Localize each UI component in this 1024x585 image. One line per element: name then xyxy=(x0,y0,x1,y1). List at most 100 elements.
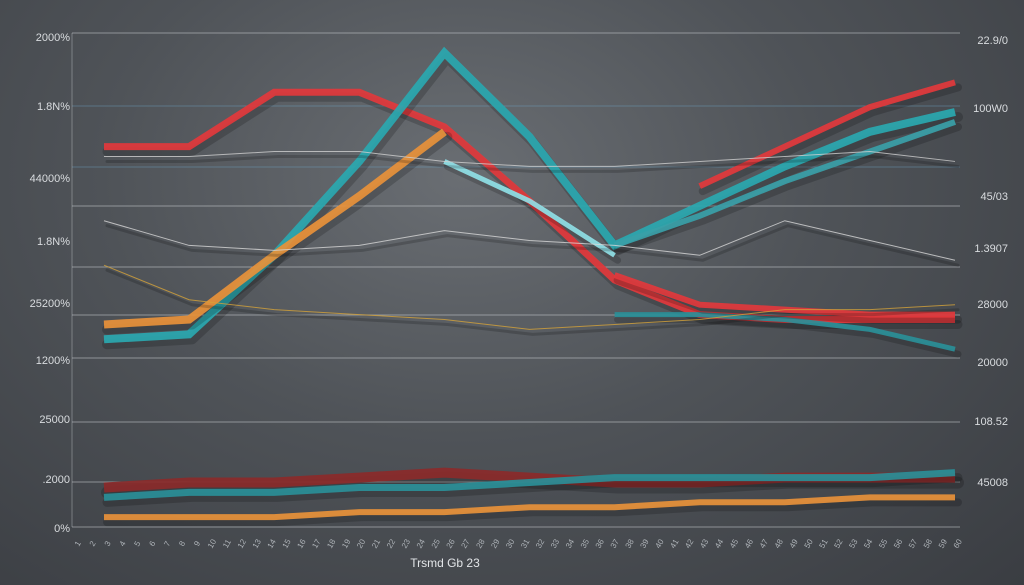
x-tick-label: 41 xyxy=(668,537,681,550)
y-right-tick-label: 1.3907 xyxy=(974,243,1008,255)
series-line-8 xyxy=(613,119,956,249)
y-left-tick-label: 1.8N% xyxy=(37,101,70,113)
x-axis: 1 2 3 4 5 6 7 8 9 10 11 12 13 14 15 16 17 18 19 20 21 22 23 24 2… xyxy=(73,537,964,550)
series-line-6 xyxy=(614,312,956,352)
x-tick-label: 34 xyxy=(564,537,577,550)
series-shadow xyxy=(102,131,453,335)
series-line-9 xyxy=(103,220,956,261)
x-tick-label: 19 xyxy=(340,537,353,550)
x-tick-label: 42 xyxy=(683,537,696,550)
x-tick-label: 11 xyxy=(221,537,233,549)
x-tick-label: 57 xyxy=(907,537,920,550)
y-right-tick-label: 45/03 xyxy=(980,191,1008,203)
x-tick-label: 12 xyxy=(236,537,249,550)
x-tick-label: 2 xyxy=(88,539,98,548)
x-tick-label: 52 xyxy=(832,537,845,550)
x-tick-label: 25 xyxy=(430,537,443,550)
y-left-tick-label: .2000 xyxy=(42,474,70,486)
x-axis-label: Trsmd Gb 23 xyxy=(410,556,480,570)
x-tick-label: 15 xyxy=(281,537,294,550)
y-right-tick-label: 20000 xyxy=(977,357,1008,369)
x-tick-label: 56 xyxy=(892,537,905,550)
x-tick-label: 45 xyxy=(728,537,741,550)
x-tick-label: 35 xyxy=(579,537,592,550)
y-axis-left: 2000% 1.8N% 44000% 1.8N% 25200% 1200% 25000 .20… xyxy=(30,32,71,535)
x-tick-label: 55 xyxy=(877,537,890,550)
x-tick-label: 13 xyxy=(251,537,264,550)
x-tick-label: 6 xyxy=(147,539,157,548)
x-tick-label: 9 xyxy=(192,539,202,548)
x-tick-label: 10 xyxy=(206,537,219,550)
y-left-tick-label: 2000% xyxy=(36,32,70,44)
y-left-tick-label: 25000 xyxy=(39,414,70,426)
x-tick-label: 39 xyxy=(638,537,651,550)
series-line-11 xyxy=(103,264,956,330)
y-right-tick-label: 108.52 xyxy=(974,416,1008,428)
series-shadow xyxy=(613,122,962,255)
x-tick-label: 49 xyxy=(788,537,801,550)
y-right-tick-label: 28000 xyxy=(977,299,1008,311)
y-left-tick-label: 44000% xyxy=(30,173,71,185)
gridlines xyxy=(71,32,960,528)
x-tick-label: 7 xyxy=(162,539,172,548)
series-shadow xyxy=(613,276,962,324)
x-tick-label: 20 xyxy=(355,537,368,550)
x-tick-label: 5 xyxy=(132,539,142,548)
x-tick-label: 26 xyxy=(445,537,458,550)
x-tick-label: 18 xyxy=(325,537,338,550)
x-tick-label: 14 xyxy=(266,537,279,550)
x-tick-label: 51 xyxy=(817,537,830,550)
x-tick-label: 8 xyxy=(177,539,187,548)
series-line-3 xyxy=(103,128,447,329)
x-tick-label: 47 xyxy=(758,537,771,550)
x-tick-label: 59 xyxy=(937,537,950,550)
series-shadow xyxy=(102,473,963,507)
x-tick-label: 58 xyxy=(922,537,935,550)
series-line-13 xyxy=(103,469,956,501)
series-line-5 xyxy=(698,79,956,189)
y-left-tick-label: 0% xyxy=(54,523,70,535)
x-tick-label: 43 xyxy=(698,537,711,550)
x-tick-label: 16 xyxy=(295,537,308,550)
x-tick-label: 28 xyxy=(474,537,487,550)
x-tick-label: 54 xyxy=(862,537,875,550)
x-tick-label: 3 xyxy=(103,539,113,548)
series-shadow xyxy=(105,224,960,267)
x-tick-label: 17 xyxy=(310,537,323,550)
x-tick-label: 4 xyxy=(118,539,128,548)
x-tick-label: 29 xyxy=(489,537,502,550)
x-tick-label: 40 xyxy=(653,537,666,550)
series-shadow xyxy=(105,155,960,173)
y-axis-right: 22.9/0 100W0 45/03 1.3907 28000 20000 108.52 45… xyxy=(973,35,1008,489)
series-line-10 xyxy=(104,151,956,167)
series-shadow xyxy=(103,498,962,527)
series-shadow xyxy=(443,162,622,264)
x-tick-label: 44 xyxy=(713,537,726,550)
y-left-tick-label: 1200% xyxy=(36,355,70,367)
x-tick-label: 1 xyxy=(73,539,83,548)
x-tick-label: 37 xyxy=(609,537,622,550)
y-right-tick-label: 100W0 xyxy=(973,103,1008,115)
series-shadow xyxy=(614,316,962,358)
x-tick-label: 30 xyxy=(504,537,517,550)
series-line-14 xyxy=(104,494,955,521)
series-shadow xyxy=(105,268,960,336)
x-tick-label: 36 xyxy=(594,537,607,550)
x-tick-label: 33 xyxy=(549,537,562,550)
x-tick-label: 50 xyxy=(803,537,816,550)
x-tick-label: 22 xyxy=(385,537,398,550)
x-tick-label: 38 xyxy=(624,537,637,550)
x-tick-label: 31 xyxy=(519,537,532,550)
y-right-tick-label: 22.9/0 xyxy=(977,35,1008,47)
series-line-4 xyxy=(443,159,616,258)
x-tick-label: 24 xyxy=(415,537,428,550)
x-tick-label: 27 xyxy=(460,537,473,550)
x-tick-label: 21 xyxy=(370,537,383,550)
series-group xyxy=(101,46,964,527)
x-tick-label: 32 xyxy=(534,537,547,550)
y-left-tick-label: 25200% xyxy=(30,298,71,310)
y-right-tick-label: 45008 xyxy=(977,477,1008,489)
x-tick-label: 60 xyxy=(952,537,965,550)
x-tick-label: 48 xyxy=(773,537,786,550)
